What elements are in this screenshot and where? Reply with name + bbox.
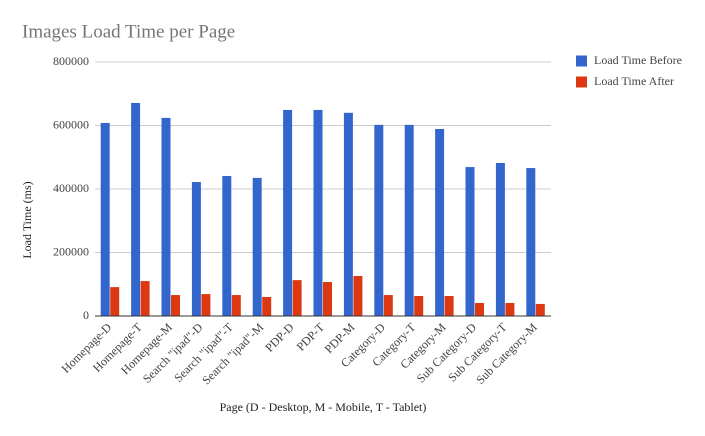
bar xyxy=(231,295,241,316)
bar xyxy=(283,109,293,316)
bar xyxy=(292,280,302,316)
x-tick-label: PDP-T xyxy=(294,320,328,354)
y-tick-label: 600000 xyxy=(53,117,89,131)
x-tick-label: PDP-D xyxy=(262,320,297,355)
bar xyxy=(222,175,232,316)
bar xyxy=(313,109,323,316)
bar xyxy=(343,112,353,316)
bar xyxy=(495,162,505,316)
bar xyxy=(201,294,211,316)
bar xyxy=(535,303,545,316)
x-axis-title: Page (D - Desktop, M - Mobile, T - Table… xyxy=(220,400,427,414)
y-tick-label: 200000 xyxy=(53,244,89,258)
bar xyxy=(100,122,110,317)
bar xyxy=(262,296,272,316)
bar xyxy=(435,128,445,316)
y-tick-label: 400000 xyxy=(53,181,89,195)
y-tick-label: 0 xyxy=(83,308,89,322)
bar xyxy=(465,167,475,316)
bar xyxy=(191,182,201,316)
bar xyxy=(353,275,363,316)
bar xyxy=(171,295,180,316)
bar xyxy=(161,117,171,316)
bar xyxy=(383,295,393,316)
y-axis-title: Load Time (ms) xyxy=(20,181,34,258)
bar xyxy=(110,287,120,316)
bar xyxy=(323,282,332,316)
y-tick-label: 800000 xyxy=(53,54,89,68)
bar xyxy=(505,302,515,316)
legend-label: Load Time Before xyxy=(594,53,682,67)
bar xyxy=(404,124,414,317)
chart-title: Images Load Time per Page xyxy=(22,21,235,42)
bar xyxy=(414,295,424,316)
bar xyxy=(140,281,150,316)
legend-swatch xyxy=(576,76,587,88)
bar xyxy=(252,177,262,316)
bar xyxy=(131,102,141,317)
legend-swatch xyxy=(576,55,587,67)
bar xyxy=(374,124,384,317)
legend-label: Load Time After xyxy=(594,74,674,88)
bar xyxy=(526,168,536,316)
bar xyxy=(444,295,454,316)
bar xyxy=(475,302,484,316)
